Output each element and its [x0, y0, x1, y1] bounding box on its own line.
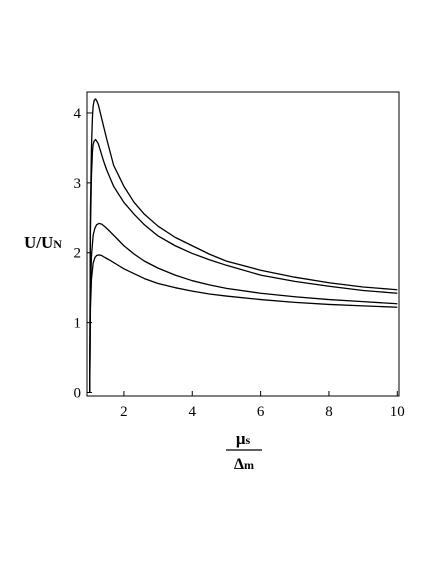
- y-tick-label: 2: [74, 246, 82, 262]
- series-line-2: [89, 138, 398, 393]
- y-axis-label-sub: N: [53, 237, 62, 251]
- x-axis-ticks: 2 4 6 8 10: [120, 391, 405, 420]
- x-tick-label: 2: [120, 404, 128, 420]
- series-line-3: [89, 222, 398, 393]
- y-axis-ticks: 0 1 2 3 4: [74, 106, 92, 402]
- x-axis-label-denominator-main: Δ: [234, 456, 244, 473]
- y-axis-label-main: U/U: [24, 233, 53, 252]
- series-line-4: [89, 254, 398, 393]
- x-axis-label-denominator-sub: m: [244, 458, 254, 472]
- y-tick-label: 4: [74, 106, 82, 122]
- x-tick-label: 6: [257, 404, 265, 420]
- x-tick-label: 8: [325, 404, 333, 420]
- x-axis-label-numerator: μs: [236, 429, 251, 448]
- plot-frame: [86, 91, 400, 397]
- y-tick-label: 0: [74, 386, 82, 402]
- x-tick-label: 10: [390, 404, 405, 420]
- series-line-1: [89, 98, 398, 393]
- y-tick-label: 3: [74, 176, 82, 192]
- series-lines: [89, 98, 398, 393]
- x-axis-label-numerator-main: μ: [236, 429, 246, 448]
- x-tick-label: 4: [189, 404, 197, 420]
- y-axis-label: U/UN: [24, 233, 62, 252]
- x-axis-label-denominator: Δm: [234, 456, 254, 473]
- y-tick-label: 1: [74, 316, 82, 332]
- x-axis-label-numerator-sub: s: [245, 433, 250, 447]
